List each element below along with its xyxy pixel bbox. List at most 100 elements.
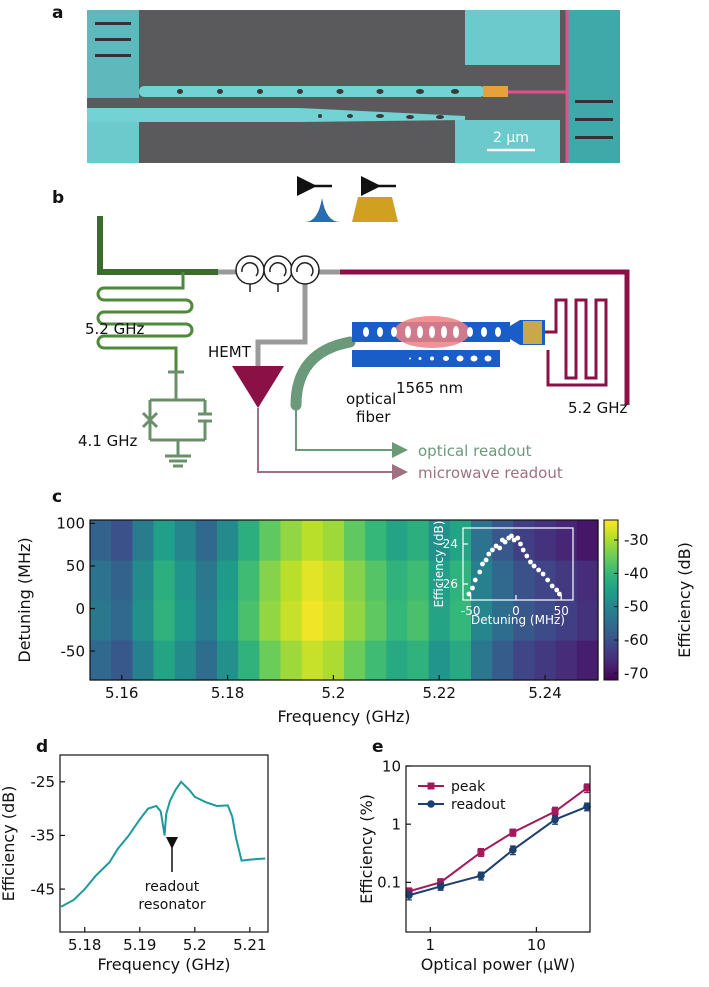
heatmap-cell: [280, 640, 303, 681]
x-tick-label: 5.22: [423, 684, 456, 702]
scatter-point: [557, 591, 562, 597]
heatmap-cell: [301, 600, 324, 641]
heatmap-cell: [132, 560, 155, 601]
annotation-text: resonator: [138, 897, 205, 913]
x-tick-label: -50: [461, 604, 481, 618]
heatmap-cell: [259, 600, 282, 641]
y-tick-label: -26: [438, 577, 458, 591]
scatter-point: [511, 537, 517, 543]
heatmap-cell: [492, 560, 514, 601]
scatter-point: [466, 591, 472, 597]
marker: [583, 784, 591, 792]
marker: [551, 808, 559, 816]
annotation: readout resonator: [138, 837, 206, 913]
heatmap-cell: [576, 560, 599, 601]
heatmap-cell: [174, 640, 197, 681]
colorbar-tick-label: -70: [624, 664, 649, 682]
marker: [405, 891, 413, 900]
heatmap-cell: [492, 640, 514, 681]
x-tick-label: 5.2: [183, 936, 207, 954]
heatmap-cell: [492, 600, 514, 641]
annotation-text: readout: [145, 879, 200, 895]
heatmap-cell: [576, 640, 599, 681]
y-axis-label: Efficiency (%): [357, 794, 376, 904]
scatter-point: [502, 539, 508, 545]
x-tick-label: 5.16: [105, 684, 138, 702]
heatmap-cell: [111, 600, 133, 641]
heatmap-cell: [217, 520, 239, 561]
heatmap-cell: [217, 600, 239, 641]
heatmap-cell: [407, 520, 430, 561]
heatmap-cell: [534, 640, 557, 681]
heatmap-cell: [90, 560, 112, 601]
heatmap-cell: [513, 640, 536, 681]
x-tick-label: 50: [554, 604, 569, 618]
axes-frame: [462, 527, 574, 601]
sem-image: 2 μm: [87, 10, 620, 163]
heatmap-cell: [407, 600, 430, 641]
diagram-label: fiber: [356, 408, 391, 426]
heatmap-cell: [555, 640, 578, 681]
heatmap-cell: [195, 640, 218, 681]
marker: [551, 815, 559, 824]
heatmap-cell: [153, 640, 176, 681]
heatmap-cell: [555, 600, 578, 641]
x-axis-label: Optical power (μW): [421, 955, 576, 974]
diagram-label: 1565 nm: [396, 379, 463, 397]
panel-label: b: [52, 188, 64, 208]
y-axis-label: Efficiency (dB): [432, 521, 446, 608]
heatmap-cell: [301, 640, 324, 681]
heatmap-cell: [90, 520, 112, 561]
heatmap-cell: [534, 520, 557, 561]
data-line: [60, 780, 266, 908]
data-line: [408, 787, 588, 893]
scatter-point: [470, 585, 475, 591]
legend-marker: [427, 782, 435, 790]
heatmap-cell: [195, 520, 218, 561]
scatter-point: [536, 567, 541, 573]
heatmap-cell: [238, 560, 260, 601]
heatmap-cell: [238, 520, 260, 561]
axes-frame: [89, 519, 599, 681]
marker: [583, 802, 591, 811]
heatmap-cell: [428, 560, 451, 601]
heatmap-cell: [301, 520, 324, 561]
heatmap-cell: [259, 520, 282, 561]
x-tick-label: 10: [527, 936, 546, 954]
heatmap-cell: [449, 640, 472, 681]
scatter-point: [518, 541, 523, 547]
colorbar-label: Efficiency (dB): [675, 542, 694, 658]
y-tick-label: 0.1: [377, 874, 401, 892]
heatmap-cell: [513, 560, 536, 601]
heatmap-cell: [174, 600, 197, 641]
scatter-point: [545, 577, 551, 583]
panel-label: a: [52, 3, 63, 23]
heatmap-cell: [471, 640, 493, 681]
diagram-label: optical readout: [418, 442, 532, 460]
heatmap-cell: [449, 600, 472, 641]
heatmap-cell: [471, 600, 493, 641]
y-tick-label: -50: [61, 642, 86, 660]
y-tick-label: -25: [31, 773, 56, 791]
colorbar-tick-label: -50: [624, 598, 649, 616]
scatter-point: [486, 551, 492, 557]
marker: [477, 848, 485, 856]
heatmap-cell: [344, 640, 366, 681]
y-tick-label: 100: [56, 515, 85, 533]
scatter-point: [520, 547, 526, 553]
heatmap-cell: [513, 600, 536, 641]
heatmap-cell: [322, 640, 345, 681]
x-tick-label: 1: [426, 936, 436, 954]
heatmap-cell: [280, 560, 303, 601]
heatmap-cell: [365, 640, 387, 681]
x-axis-label: Detuning (MHz): [471, 613, 565, 627]
y-axis-label: Detuning (MHz): [15, 537, 34, 662]
x-tick-label: 5.24: [528, 684, 561, 702]
scatter-point: [528, 559, 533, 565]
heatmap-cell: [259, 560, 282, 601]
heatmap-cell: [153, 600, 176, 641]
heatmap-cell: [513, 520, 536, 561]
scatter-point: [472, 577, 478, 583]
heatmap-cell: [90, 600, 112, 641]
